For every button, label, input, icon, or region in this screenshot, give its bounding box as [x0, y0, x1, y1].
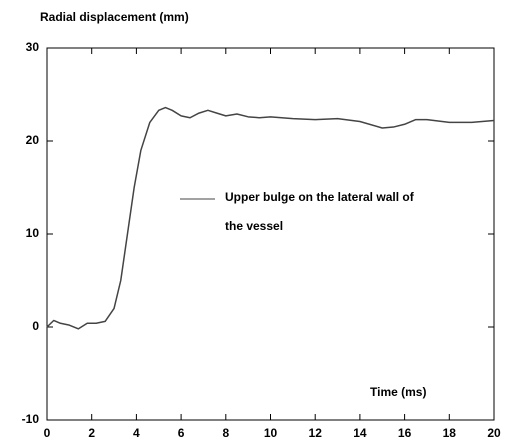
- x-tick-label: 12: [309, 426, 323, 440]
- series-line: [46, 106, 495, 330]
- y-tick-label: 30: [26, 40, 40, 54]
- x-tick-label: 4: [133, 426, 140, 440]
- x-tick-label: 6: [178, 426, 185, 440]
- x-tick-label: 0: [44, 426, 51, 440]
- x-axis-label: Time (ms): [370, 385, 426, 399]
- x-tick-label: 10: [264, 426, 278, 440]
- x-tick-label: 14: [353, 426, 367, 440]
- x-tick-label: 20: [487, 426, 501, 440]
- y-tick-label: -10: [22, 412, 40, 426]
- x-tick-label: 18: [443, 426, 457, 440]
- x-tick-label: 2: [88, 426, 95, 440]
- legend-label: Upper bulge on the lateral wall of the v…: [225, 190, 414, 233]
- x-tick-label: 16: [398, 426, 412, 440]
- x-tick-label: 8: [222, 426, 229, 440]
- y-tick-label: 10: [26, 226, 40, 240]
- chart-title: Radial displacement (mm): [40, 10, 189, 24]
- y-tick-label: 20: [26, 133, 40, 147]
- y-tick-label: 0: [32, 319, 39, 333]
